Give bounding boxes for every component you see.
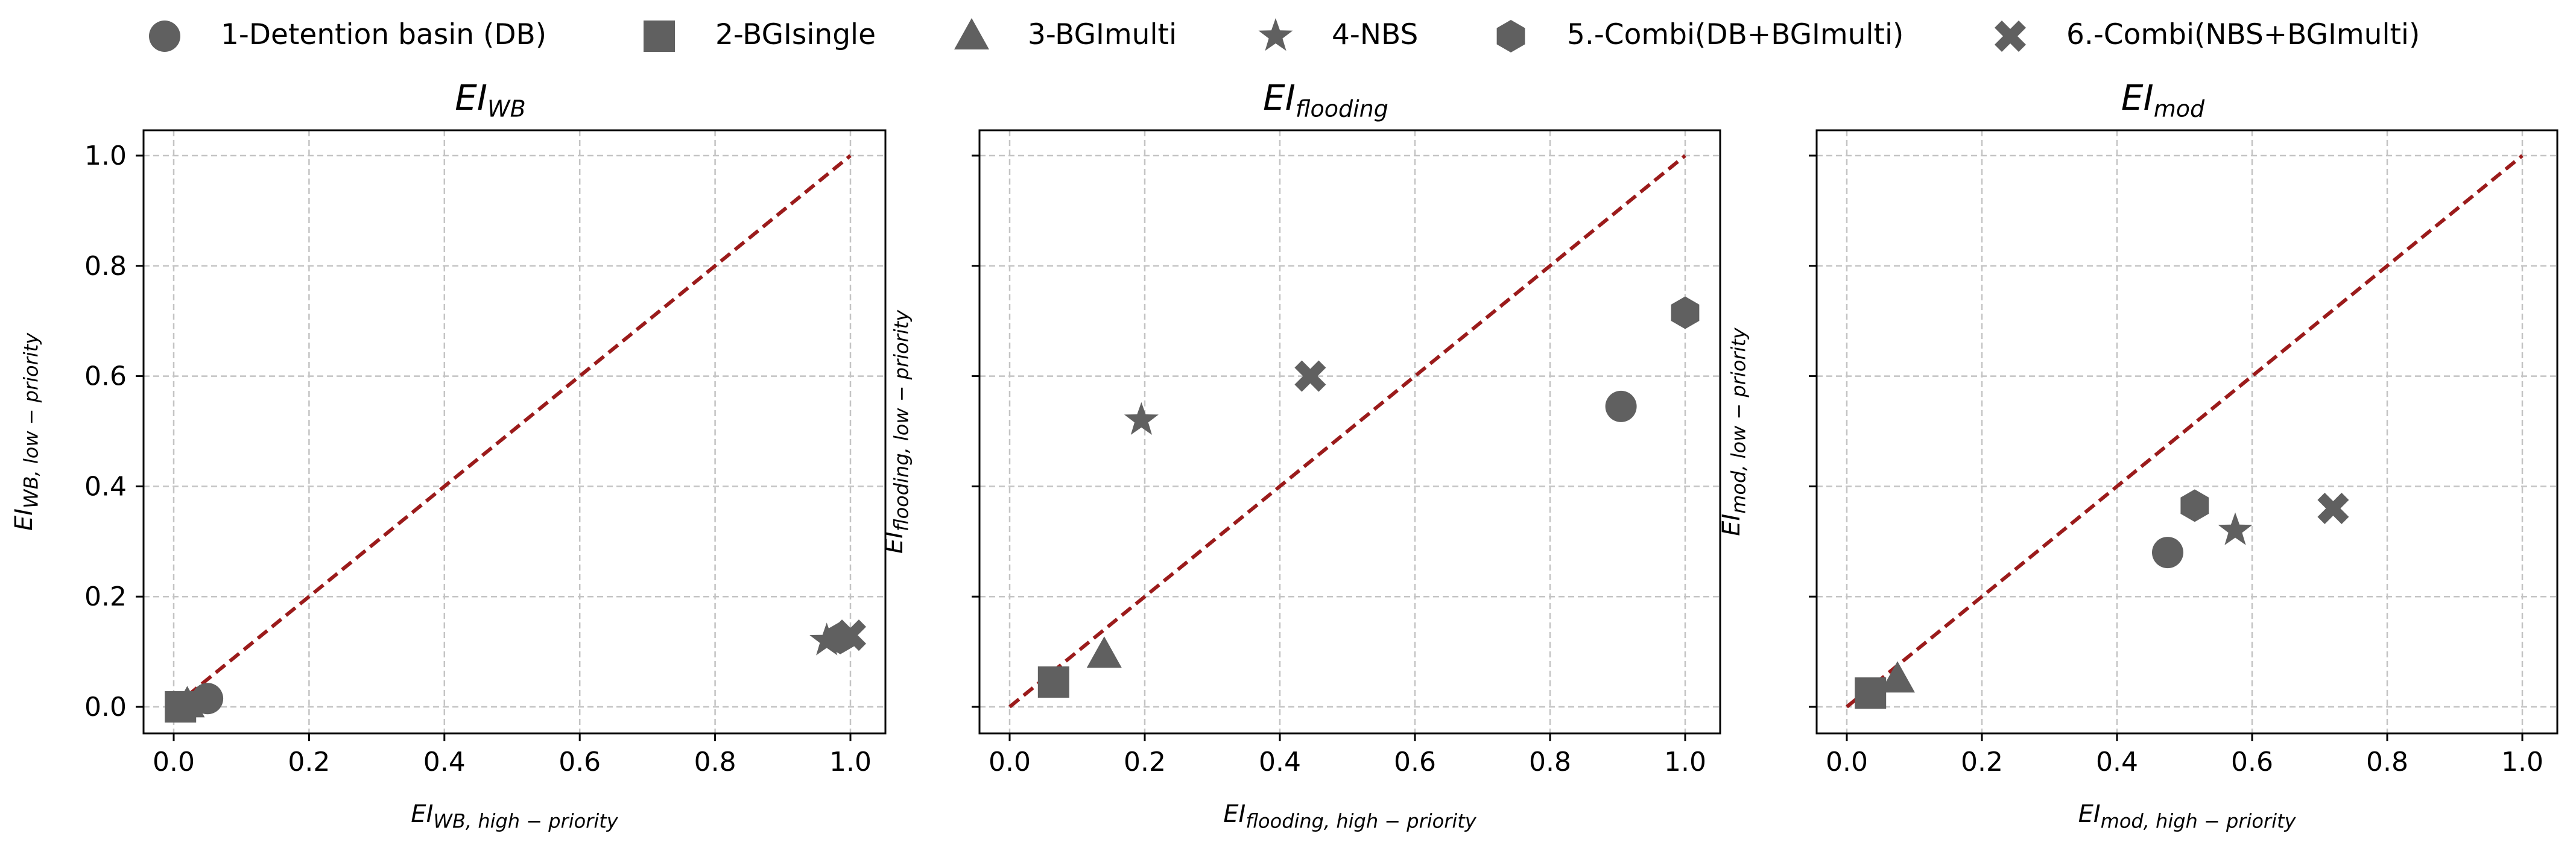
panel-title: EImod	[2121, 77, 2205, 122]
panel-1: 0.0 0.2 0.4 0.6 0.8 1.0 0.0 0.2 0.4 0.6 0.8 1.0 EIWB…	[10, 77, 887, 833]
gridlines	[979, 130, 1720, 733]
y-tick-label: 0.4	[84, 471, 127, 502]
x-tick-label: 0.8	[1529, 747, 1571, 777]
diagonal-reference-line	[1008, 154, 1686, 709]
x-tick-label: 0.2	[288, 747, 330, 777]
panel-title: EIWB	[455, 77, 525, 122]
legend-label: 6.-Combi(NBS+BGImulti)	[2066, 18, 2420, 51]
point-2-bgisingle	[1855, 677, 1887, 709]
x-tick-label: 0.4	[1259, 747, 1301, 777]
x-tick-label: 0.0	[1826, 747, 1868, 777]
data-points	[1855, 489, 2349, 709]
x-axis-label: EIWB, high − priority	[411, 800, 618, 833]
y-axis-label-group: EImod, low − priority	[1718, 327, 1750, 536]
point-6-combi-nbs-bgimulti	[1294, 360, 1326, 392]
point-1-detention-basin-db	[1605, 390, 1637, 422]
y-tick-label: 0.2	[84, 581, 127, 612]
x-tick-label: 0.2	[1124, 747, 1166, 777]
diagonal-reference-line	[172, 154, 852, 709]
y-axis-label: EIWB, low − priority	[10, 332, 43, 531]
hexagon-marker-icon	[1496, 20, 1525, 52]
x-tick-label: 1.0	[829, 747, 872, 777]
panel-title: EIflooding	[1263, 77, 1388, 122]
axes-frame	[978, 129, 1721, 735]
x-tick-label: 0.0	[153, 747, 195, 777]
x-axis-label: EIflooding, high − priority	[1223, 800, 1477, 833]
point-6-combi-nbs-bgimulti	[2317, 492, 2349, 524]
x-thick-marker-icon	[1994, 20, 2027, 52]
y-axis-label: EIflooding, low − priority	[881, 309, 913, 554]
point-6-combi-nbs-bgimulti	[834, 619, 867, 651]
x-tick-label: 0.2	[1961, 747, 2003, 777]
point-3-bgimulti	[169, 686, 205, 718]
legend-item-5: 5.-Combi(DB+BGImulti)	[1496, 18, 1904, 52]
legend-item-2: 2-BGIsingle	[644, 18, 876, 52]
x-tick-label: 0.4	[2096, 747, 2138, 777]
point-5-combi-db-bgimulti	[1671, 296, 1700, 329]
x-tick-label: 1.0	[1664, 747, 1706, 777]
legend-label: 4-NBS	[1332, 18, 1418, 51]
axes-frame	[1815, 129, 2559, 735]
circle-marker-icon	[149, 21, 180, 52]
legend: 1-Detention basin (DB) 2-BGIsingle 3-BGImu…	[149, 18, 2420, 52]
gridlines	[144, 130, 885, 733]
legend-item-1: 1-Detention basin (DB)	[149, 18, 546, 52]
diagonal-reference-line	[1846, 154, 2524, 709]
y-axis-label-group: EIflooding, low − priority	[881, 309, 913, 554]
point-4-nbs	[2218, 512, 2253, 545]
y-tick-label: 0.8	[84, 251, 127, 282]
data-points	[165, 619, 867, 723]
x-tick-label: 0.6	[2231, 747, 2273, 777]
y-tick-label: 1.0	[84, 141, 127, 171]
legend-item-4: 4-NBS	[1258, 18, 1418, 51]
x-tick-label: 0.6	[559, 747, 601, 777]
x-tick-label: 0.4	[423, 747, 466, 777]
legend-label: 1-Detention basin (DB)	[221, 18, 546, 51]
data-points	[1037, 296, 1700, 698]
y-tick-label: 0.0	[84, 692, 127, 723]
point-2-bgisingle	[1037, 666, 1069, 698]
legend-label: 2-BGIsingle	[715, 18, 876, 51]
panel-2: 0.0 0.2 0.4 0.6 0.8 1.0 EIflooding EIflooding, …	[881, 77, 1721, 833]
panel-3: 0.0 0.2 0.4 0.6 0.8 1.0 EImod EImod, high − pri…	[1718, 77, 2559, 833]
point-4-nbs	[1124, 402, 1159, 435]
square-marker-icon	[644, 21, 675, 52]
x-tick-label: 0.8	[2366, 747, 2408, 777]
point-1-detention-basin-db	[2152, 537, 2183, 569]
gridlines	[1817, 130, 2557, 733]
point-3-bgimulti	[1086, 636, 1122, 668]
legend-label: 3-BGImulti	[1028, 18, 1177, 51]
x-axis-label: EImod, high − priority	[2078, 800, 2297, 833]
triangle-marker-icon	[954, 18, 989, 49]
x-tick-label: 0.8	[694, 747, 736, 777]
star-marker-icon	[1258, 18, 1293, 51]
y-tick-label: 0.6	[84, 361, 127, 392]
legend-label: 5.-Combi(DB+BGImulti)	[1567, 18, 1904, 51]
point-5-combi-db-bgimulti	[2180, 489, 2209, 522]
point-3-bgimulti	[1880, 661, 1915, 693]
point-1-detention-basin-db	[192, 683, 224, 715]
x-tick-label: 0.0	[989, 747, 1031, 777]
x-tick-label: 0.6	[1394, 747, 1436, 777]
x-tick-label: 1.0	[2501, 747, 2543, 777]
axes-frame	[142, 129, 887, 735]
legend-item-3: 3-BGImulti	[954, 18, 1177, 51]
y-axis-label: EImod, low − priority	[1718, 327, 1750, 536]
legend-item-6: 6.-Combi(NBS+BGImulti)	[1994, 18, 2420, 52]
y-axis-label-group: EIWB, low − priority	[10, 332, 43, 531]
